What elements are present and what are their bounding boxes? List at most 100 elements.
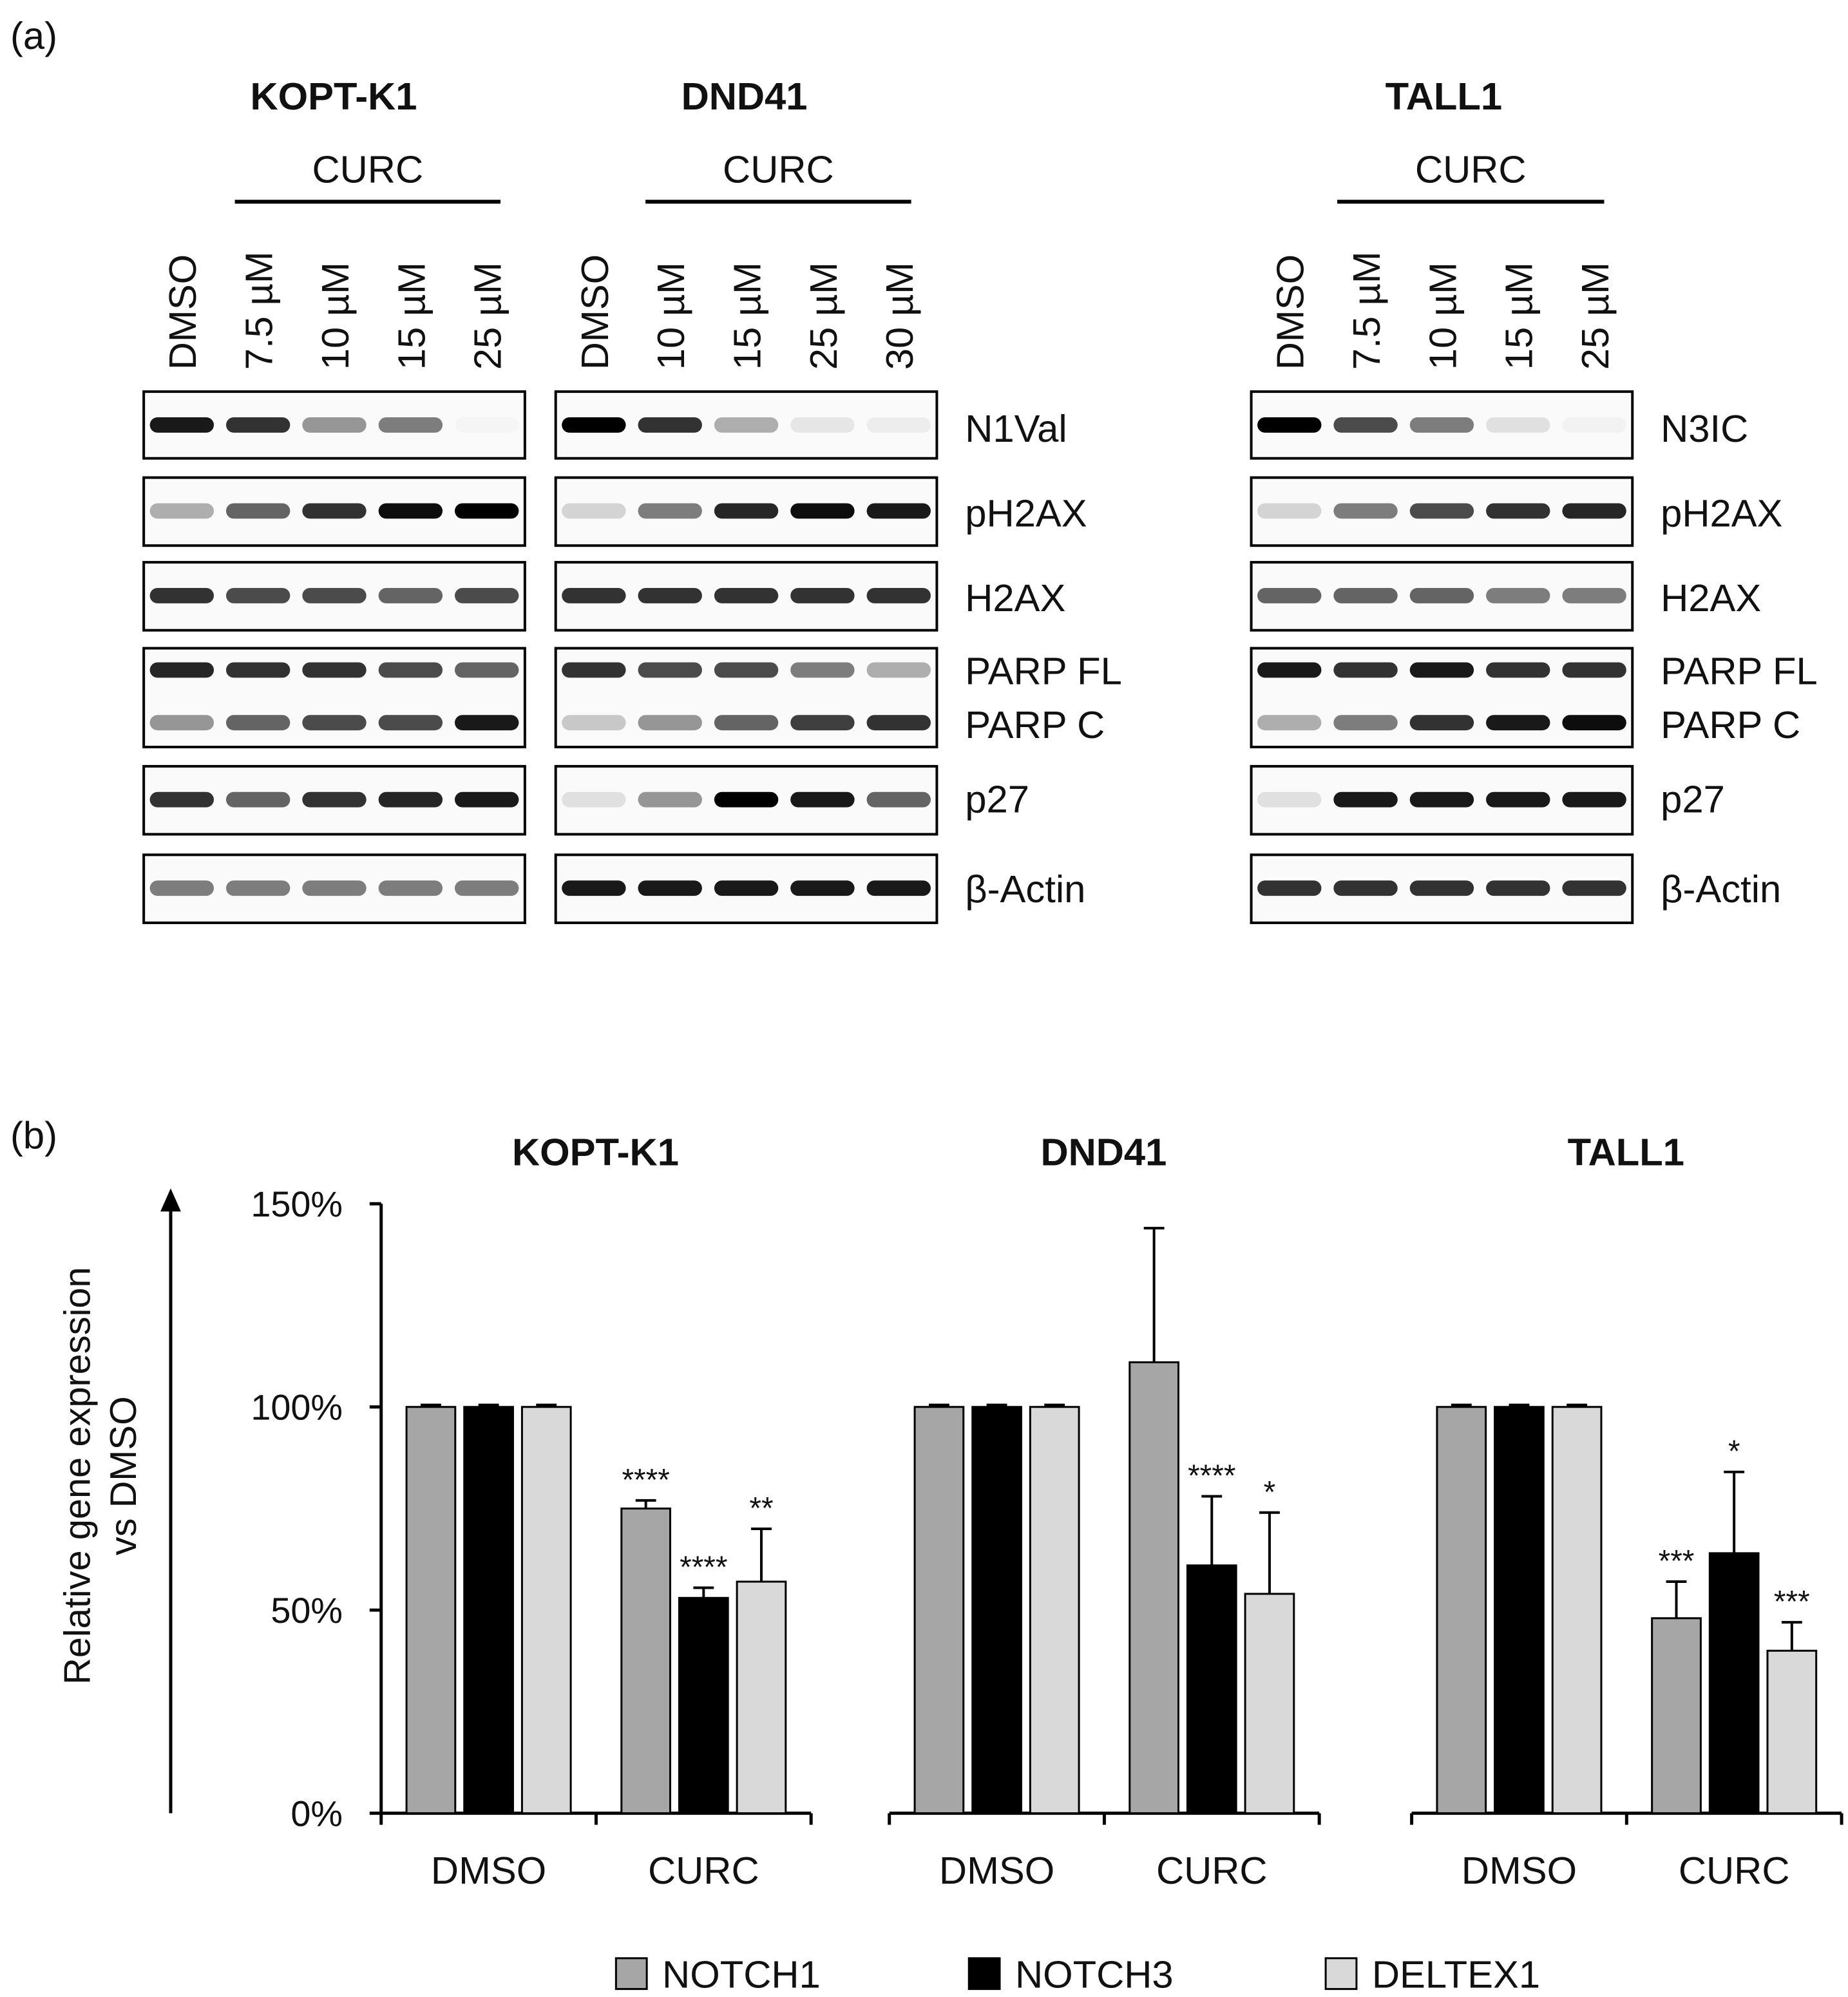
band — [1562, 791, 1626, 808]
protein-label: PARP FL — [1661, 649, 1818, 692]
band — [638, 417, 702, 433]
bar — [1551, 1406, 1603, 1815]
band — [866, 417, 931, 433]
error-bar — [751, 1528, 772, 1582]
band — [1486, 880, 1550, 896]
band — [1409, 715, 1474, 731]
band — [714, 503, 779, 519]
band — [1562, 587, 1626, 603]
lane-label: DMSO — [161, 254, 204, 370]
error-bar — [1201, 1495, 1223, 1566]
band — [866, 587, 931, 603]
lane-label: 15 µM — [1498, 262, 1541, 370]
bar — [678, 1596, 729, 1815]
protein-label: N1Val — [965, 407, 1067, 450]
protein-label: β-Actin — [965, 867, 1085, 911]
error-bar — [478, 1403, 499, 1407]
band — [714, 880, 779, 896]
protein-label: H2AX — [1661, 576, 1761, 620]
band — [714, 417, 779, 433]
band — [1257, 587, 1322, 603]
band — [1333, 715, 1398, 731]
band — [638, 587, 702, 603]
x-tick-label: CURC — [648, 1849, 759, 1892]
y-tick-label: 100% — [251, 1388, 343, 1428]
band — [1409, 662, 1474, 678]
band — [1486, 662, 1550, 678]
band — [225, 587, 291, 603]
y-axis-title-line: Relative gene expression — [57, 1267, 98, 1685]
band — [1409, 587, 1474, 603]
protein-label: pH2AX — [1661, 491, 1782, 535]
error-bar — [1781, 1621, 1802, 1651]
band — [562, 715, 626, 731]
band — [225, 503, 291, 519]
band — [302, 662, 367, 678]
band — [1257, 662, 1322, 678]
error-bar — [420, 1403, 441, 1407]
band — [149, 662, 214, 678]
band — [790, 715, 855, 731]
band — [1333, 880, 1398, 896]
band — [1333, 587, 1398, 603]
band — [638, 791, 702, 808]
band — [638, 880, 702, 896]
bar — [971, 1406, 1022, 1815]
significance-label: **** — [680, 1551, 727, 1585]
band — [378, 587, 443, 603]
blot-title: TALL1 — [1386, 75, 1503, 118]
treatment-label: CURC — [723, 147, 834, 191]
protein-label: β-Actin — [1661, 867, 1781, 911]
protein-label: PARP C — [1661, 703, 1800, 746]
band — [866, 791, 931, 808]
band — [1257, 503, 1322, 519]
band — [302, 587, 367, 603]
bar — [1186, 1564, 1237, 1815]
x-tick-label: CURC — [1679, 1849, 1790, 1892]
bar — [736, 1580, 787, 1815]
band — [455, 417, 519, 433]
band — [378, 880, 443, 896]
band — [638, 503, 702, 519]
band — [149, 587, 214, 603]
band — [1486, 791, 1550, 808]
band — [378, 503, 443, 519]
protein-label: p27 — [1661, 778, 1725, 821]
lane-label: 30 µM — [878, 262, 921, 370]
bar — [1029, 1406, 1080, 1815]
blot-title: DND41 — [681, 75, 808, 118]
legend-swatch — [967, 1957, 1001, 1991]
legend-label: NOTCH3 — [1015, 1953, 1174, 1996]
bar — [1651, 1617, 1702, 1815]
band — [1409, 417, 1474, 433]
band — [562, 791, 626, 808]
band — [1257, 417, 1322, 433]
legend-swatch — [614, 1957, 648, 1991]
band — [454, 587, 519, 603]
band — [149, 791, 214, 808]
band — [1333, 791, 1398, 808]
bar — [1708, 1552, 1760, 1815]
band — [454, 662, 519, 678]
band — [149, 503, 214, 519]
error-bar — [1509, 1403, 1530, 1407]
band — [1562, 715, 1626, 731]
band — [1486, 715, 1550, 731]
significance-label: **** — [1188, 1459, 1235, 1493]
bar — [1244, 1593, 1295, 1815]
protein-label: PARP C — [965, 703, 1105, 746]
error-bar — [693, 1586, 714, 1598]
lane-label: 7.5 µM — [1345, 251, 1388, 370]
band — [714, 587, 779, 603]
treatment-label: CURC — [312, 147, 423, 191]
bar — [1494, 1406, 1545, 1815]
band — [790, 880, 855, 896]
band — [302, 417, 367, 433]
lane-label: 25 µM — [466, 262, 510, 370]
band — [1486, 503, 1550, 519]
significance-label: **** — [622, 1463, 669, 1497]
error-bar — [635, 1499, 656, 1509]
bar — [520, 1406, 572, 1815]
lane-label: 15 µM — [390, 262, 433, 370]
